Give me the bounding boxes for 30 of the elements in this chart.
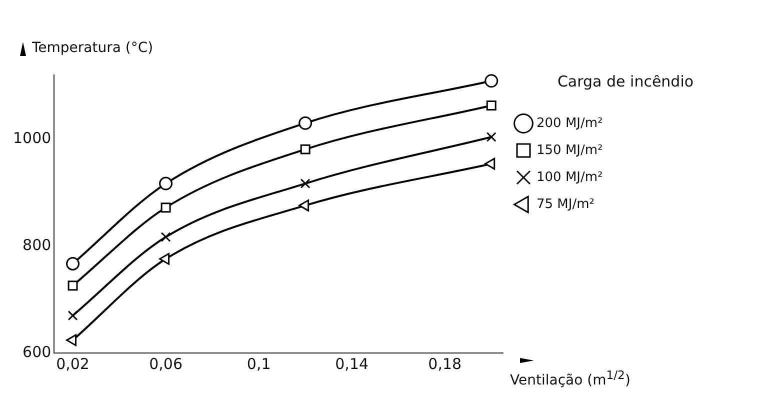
point: [486, 132, 496, 142]
x-tick-label: 0,02: [56, 354, 90, 373]
point: [298, 200, 310, 212]
point: [66, 334, 77, 346]
y-tick-label: 600: [22, 342, 52, 361]
y-tick-label: 1000: [12, 129, 52, 148]
y-tick-label: 800: [22, 236, 52, 254]
y-axis-title: Temperatura (°C): [32, 40, 154, 56]
point: [68, 280, 78, 291]
point: [484, 158, 496, 170]
point: [159, 252, 170, 265]
legend-label: 200 MJ/m²: [536, 116, 603, 131]
x-tick-label: 0,06: [149, 354, 182, 373]
point: [298, 116, 312, 130]
point: [66, 256, 80, 270]
x-tick-label: 0,1: [246, 354, 271, 373]
x-tick-label: 0,18: [428, 354, 462, 373]
point: [160, 232, 171, 242]
legend-label: 150 MJ/m²: [536, 142, 603, 158]
point: [160, 202, 171, 213]
x-axis-title: Ventilação (m$^{1/2}$): [510, 368, 630, 389]
point: [484, 74, 498, 88]
point: [68, 310, 78, 321]
x-tick-label: 0,14: [335, 354, 369, 373]
legend-label: 75 MJ/m²: [536, 196, 594, 212]
legend-label: 100 MJ/m²: [536, 170, 603, 185]
point: [300, 144, 310, 154]
point: [486, 100, 496, 110]
point: [300, 178, 310, 189]
point: [159, 176, 173, 190]
